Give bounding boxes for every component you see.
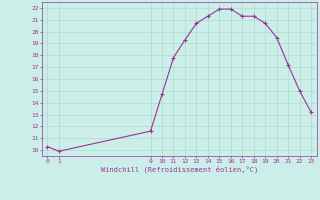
X-axis label: Windchill (Refroidissement éolien,°C): Windchill (Refroidissement éolien,°C) <box>100 165 258 173</box>
